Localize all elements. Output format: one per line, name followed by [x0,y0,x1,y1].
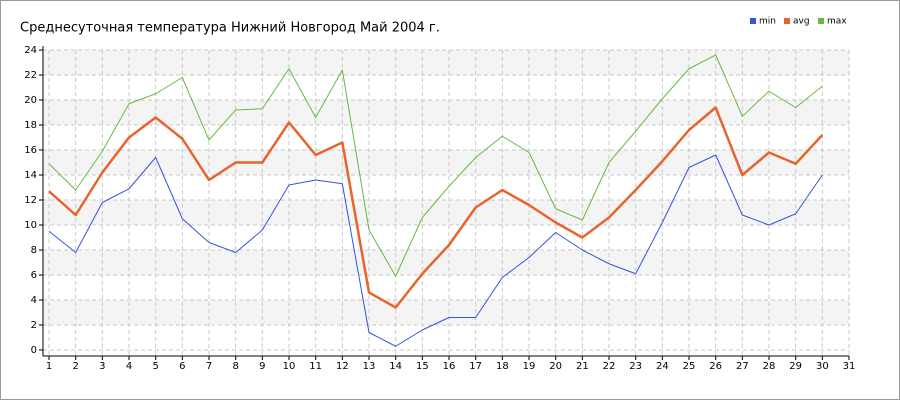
x-tick-label: 1 [46,361,52,372]
y-tick-label: 12 [24,195,37,206]
x-tick-label: 13 [363,361,376,372]
legend-label: avg [793,17,810,27]
y-tick-label: 14 [24,170,37,181]
x-tick-label: 28 [763,361,776,372]
y-tick-label: 8 [31,245,37,256]
x-tick-label: 29 [789,361,802,372]
y-tick-label: 6 [31,270,37,281]
x-tick-label: 17 [469,361,482,372]
x-tick-label: 14 [389,361,402,372]
band [43,100,849,125]
x-tick-label: 4 [126,361,132,372]
legend-label: max [827,17,847,27]
x-tick-label: 5 [152,361,158,372]
x-tick-label: 18 [496,361,509,372]
x-tick-label: 10 [283,361,296,372]
legend-label: min [759,17,776,27]
series-line [48,154,823,347]
x-tick-label: 6 [179,361,185,372]
series-line [48,106,824,309]
x-tick-label: 20 [549,361,562,372]
x-tick-label: 8 [232,361,238,372]
x-tick-label: 19 [523,361,536,372]
y-tick-label: 24 [24,45,37,56]
band [43,250,849,275]
x-tick-label: 25 [683,361,696,372]
x-tick-label: 9 [259,361,265,372]
x-tick-label: 2 [72,361,78,372]
y-tick-label: 20 [24,95,37,106]
x-tick-label: 12 [336,361,349,372]
x-tick-label: 23 [629,361,642,372]
y-tick-label: 10 [24,220,37,231]
band [43,200,849,225]
x-tick-label: 31 [843,361,856,372]
x-tick-label: 21 [576,361,589,372]
y-tick-label: 16 [24,145,37,156]
x-tick-label: 27 [736,361,749,372]
y-tick-label: 4 [31,295,37,306]
y-tick-label: 2 [31,320,37,331]
chart-title: Среднесуточная температура Нижний Новгор… [20,21,440,36]
y-tick-label: 18 [24,120,37,131]
y-tick-label: 22 [24,70,37,81]
legend-swatch [750,18,756,24]
series-line [48,54,823,277]
legend-swatch [784,18,790,24]
x-tick-label: 26 [709,361,722,372]
x-tick-label: 24 [656,361,669,372]
x-tick-label: 30 [816,361,829,372]
band [43,300,849,325]
x-tick-label: 7 [206,361,212,372]
x-tick-label: 3 [99,361,105,372]
band [43,150,849,175]
y-tick-label: 0 [31,345,37,356]
legend-swatch [818,18,824,24]
band [43,50,849,75]
x-tick-label: 22 [603,361,616,372]
x-tick-label: 16 [443,361,456,372]
x-tick-label: 11 [309,361,322,372]
x-tick-label: 15 [416,361,429,372]
